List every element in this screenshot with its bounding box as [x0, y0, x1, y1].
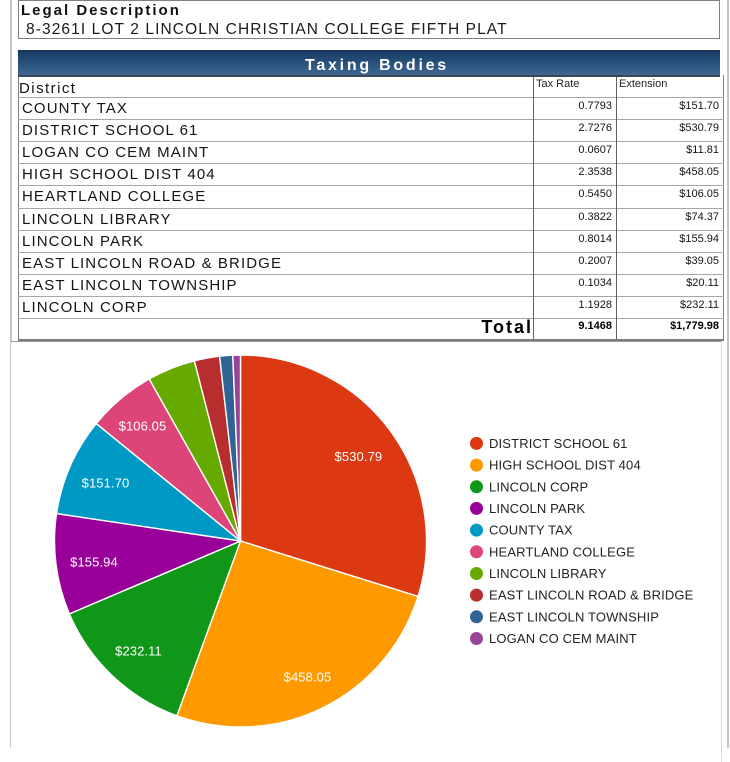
svg-text:$151.70: $151.70	[82, 476, 130, 491]
svg-text:$232.11: $232.11	[115, 644, 162, 659]
svg-text:HEARTLAND COLLEGE: HEARTLAND COLLEGE	[489, 544, 635, 559]
svg-text:COUNTY TAX: COUNTY TAX	[489, 523, 573, 538]
svg-text:$458.05: $458.05	[284, 670, 332, 685]
svg-text:LINCOLN PARK: LINCOLN PARK	[489, 501, 585, 516]
svg-text:LINCOLN LIBRARY: LINCOLN LIBRARY	[489, 566, 607, 581]
svg-text:$155.94: $155.94	[70, 555, 118, 570]
svg-text:$106.05: $106.05	[119, 419, 167, 434]
svg-text:EAST LINCOLN ROAD & BRIDGE: EAST LINCOLN ROAD & BRIDGE	[489, 588, 694, 603]
svg-text:LINCOLN CORP: LINCOLN CORP	[489, 479, 588, 494]
svg-text:EAST LINCOLN TOWNSHIP: EAST LINCOLN TOWNSHIP	[489, 609, 659, 624]
svg-text:HIGH SCHOOL DIST 404: HIGH SCHOOL DIST 404	[489, 458, 641, 473]
svg-text:$530.79: $530.79	[335, 449, 383, 464]
svg-text:LOGAN CO CEM MAINT: LOGAN CO CEM MAINT	[489, 631, 637, 646]
svg-text:DISTRICT SCHOOL 61: DISTRICT SCHOOL 61	[489, 436, 628, 451]
